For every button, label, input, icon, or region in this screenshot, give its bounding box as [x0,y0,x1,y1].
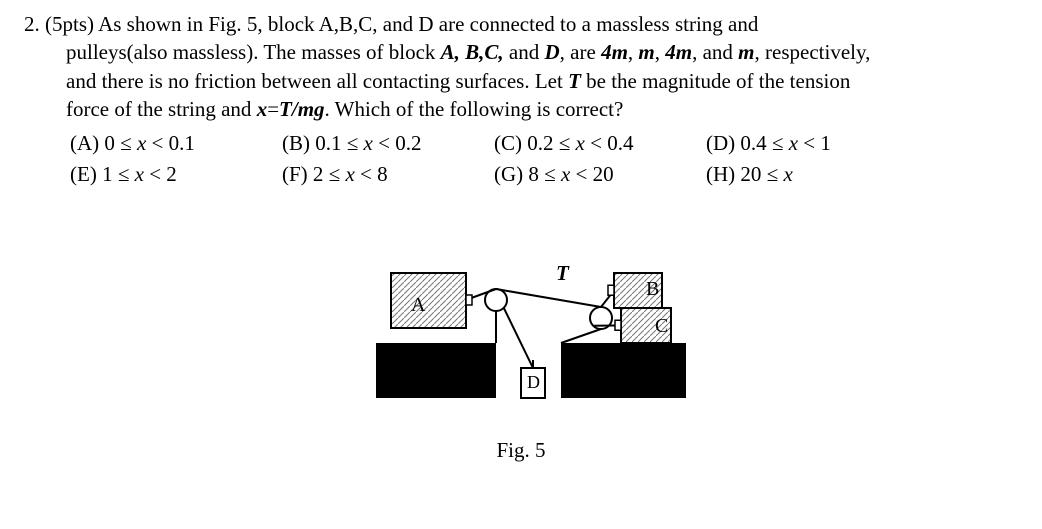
figure-caption: Fig. 5 [496,436,545,464]
blocks-list: A, B,C, [441,40,504,64]
choice-c: (C) 0.2 ≤ x < 0.4 [494,129,706,157]
m-c1: , [628,40,639,64]
q-and1: and [504,40,545,64]
T-sym: T [568,69,581,93]
choice-e: (E) 1 ≤ x < 2 [70,160,282,188]
choice-a: (A) 0 ≤ x < 0.1 [70,129,282,157]
q-l3b: be the magnitude of the tension [581,69,850,93]
x-sym: x [257,97,268,121]
svg-text:A: A [411,294,426,316]
mass-a: 4m [601,40,628,64]
q-l3a: and there is no friction between all con… [66,69,568,93]
svg-text:B: B [646,278,659,300]
resp: , respectively, [755,40,871,64]
svg-text:D: D [527,372,540,392]
figure-5: A BC D T [356,258,686,428]
figure-wrap: A BC D T Fig. 5 [24,258,1018,464]
question-text: 2. (5pts) As shown in Fig. 5, block A,B,… [24,10,1018,123]
choices-block: (A) 0 ≤ x < 0.1 (B) 0.1 ≤ x < 0.2 (C) 0.… [24,129,1018,188]
q-l2a: pulleys(also massless). The masses of bl… [66,40,441,64]
problem-container: 2. (5pts) As shown in Fig. 5, block A,B,… [0,0,1042,464]
choice-d: (D) 0.4 ≤ x < 1 [706,129,918,157]
choice-row-1: (A) 0 ≤ x < 0.1 (B) 0.1 ≤ x < 0.2 (C) 0.… [70,129,1018,157]
choice-g: (G) 8 ≤ x < 20 [494,160,706,188]
m-c3: , and [692,40,738,64]
d-label: D [545,40,560,64]
mass-d: m [738,40,754,64]
eq: = [267,97,279,121]
m-c2: , [655,40,666,64]
tmg: T/mg [279,97,325,121]
choice-row-2: (E) 1 ≤ x < 2 (F) 2 ≤ x < 8 (G) 8 ≤ x < … [70,160,1018,188]
choice-f: (F) 2 ≤ x < 8 [282,160,494,188]
svg-text:C: C [655,315,668,337]
q-l4b: . Which of the following is correct? [325,97,624,121]
comma-are: , are [560,40,601,64]
mass-c: 4m [665,40,692,64]
q-l1: As shown in Fig. 5, block A,B,C, and D a… [98,12,758,36]
q-number: 2. [24,12,40,36]
choice-b: (B) 0.1 ≤ x < 0.2 [282,129,494,157]
choice-h: (H) 20 ≤ x [706,160,918,188]
mass-b: m [638,40,654,64]
svg-text:T: T [556,261,570,285]
q-l4a: force of the string and [66,97,257,121]
q-points: (5pts) [45,12,94,36]
